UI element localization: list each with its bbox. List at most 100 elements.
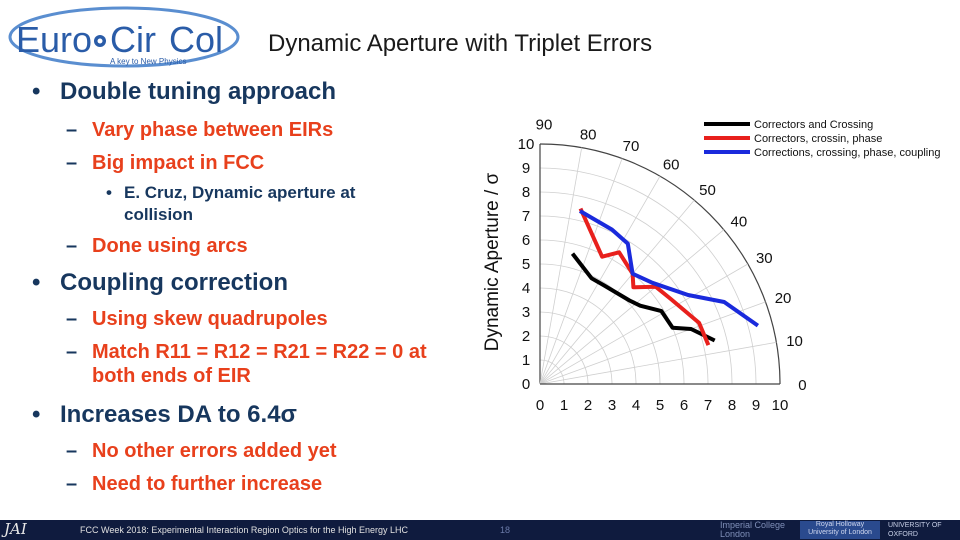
bullet-text: Done using arcs — [92, 235, 248, 257]
bullet-text: Double tuning approach — [60, 78, 336, 105]
angle-tick-label: 40 — [731, 213, 748, 230]
chart-canvas: 0011223344556677889910109080706050403020… — [482, 115, 948, 414]
grid-radial — [539, 263, 749, 385]
angle-tick-label: 20 — [775, 290, 792, 307]
royal-holloway-line2: University of London — [808, 529, 872, 536]
grid-arc — [539, 239, 685, 385]
imperial-line1: Imperial College — [720, 520, 786, 530]
grid-radial — [539, 158, 623, 385]
angle-tick-label: 30 — [756, 250, 773, 267]
x-tick-label: 6 — [680, 397, 688, 414]
logo-graphic: Euro Cir Col A key to New Physics — [8, 6, 240, 68]
angle-tick-label: 0 — [798, 377, 806, 394]
imperial-line2: London — [720, 529, 751, 539]
grid-radial — [539, 341, 777, 385]
royal-holloway-logo: Royal Holloway University of London — [800, 521, 880, 539]
bullet-level2: – No other errors added yet — [66, 440, 337, 462]
bullet-level2: – Need to further increase — [66, 473, 323, 495]
grid-radial — [539, 175, 661, 385]
angle-tick-label: 60 — [663, 157, 680, 174]
y-axis-label: Dynamic Aperture / σ — [482, 172, 503, 351]
bullet-text: E. Cruz, Dynamic aperture at collision — [124, 183, 356, 224]
x-tick-label: 7 — [704, 397, 712, 414]
y-tick-label: 9 — [522, 160, 530, 177]
y-tick-label: 7 — [522, 208, 530, 225]
x-tick-label: 8 — [728, 397, 736, 414]
bullet-level2: – Match R11 = R12 = R21 = R22 = 0 at both… — [66, 341, 427, 387]
y-tick-label: 6 — [522, 232, 530, 249]
footer-bar: JAI FCC Week 2018: Experimental Interact… — [0, 520, 960, 540]
y-tick-label: 4 — [522, 280, 530, 297]
bullet-level2: – Done using arcs — [66, 235, 248, 257]
angle-tick-label: 70 — [623, 138, 640, 155]
y-tick-label: 5 — [522, 256, 530, 273]
logo-brand-end: Col — [169, 19, 223, 60]
y-tick-label: 1 — [522, 352, 530, 369]
grid-arc — [539, 335, 589, 385]
logo-brand-left: Euro — [16, 19, 92, 60]
legend-label: Correctors and Crossing — [754, 119, 873, 131]
angle-tick-label: 90 — [536, 117, 553, 134]
jai-logo: JAI — [4, 520, 27, 538]
bullet-level3: • E. Cruz, Dynamic aperture at collision — [106, 183, 356, 224]
y-tick-label: 8 — [522, 184, 530, 201]
x-tick-label: 10 — [772, 397, 789, 414]
bullet-level1: • Double tuning approach — [32, 78, 336, 105]
grid-radial — [539, 229, 725, 385]
angle-tick-label: 80 — [580, 126, 597, 143]
bullet-level1: • Increases DA to 6.4σ — [32, 401, 297, 428]
x-tick-label: 3 — [608, 397, 616, 414]
footer-text: FCC Week 2018: Experimental Interaction … — [80, 525, 408, 535]
dynamic-aperture-polar-chart: 0 0 1 1 2 2 3 3 4 4 5 5 6 6 7 7 8 8 9 9 10 10 90 80 70 60 50 40 30 20… — [478, 110, 956, 420]
grid-arc — [539, 287, 637, 385]
legend-label: Correctors, crossin, phase — [754, 133, 882, 145]
grid-radial — [539, 147, 583, 385]
oxford-line1: UNIVERSITY OF — [888, 522, 942, 529]
imperial-college-logo: Imperial College London — [720, 521, 785, 539]
y-tick-label: 0 — [522, 376, 530, 393]
grid-arc — [539, 167, 757, 385]
angle-tick-label: 10 — [786, 333, 803, 350]
x-tick-label: 5 — [656, 397, 664, 414]
logo-brand-right: Cir — [110, 19, 156, 60]
x-tick-label: 9 — [752, 397, 760, 414]
eurocircol-logo: Euro Cir Col A key to New Physics — [6, 4, 244, 70]
bullet-text: Vary phase between EIRs — [92, 119, 334, 141]
x-tick-label: 4 — [632, 397, 640, 414]
series-line — [570, 252, 716, 343]
slide-title: Dynamic Aperture with Triplet Errors — [268, 30, 653, 57]
x-tick-label: 0 — [536, 397, 544, 414]
oxford-line2: OXFORD — [888, 531, 918, 538]
royal-holloway-line1: Royal Holloway — [815, 521, 865, 528]
bullet-level2: – Using skew quadrupoles — [66, 308, 328, 330]
grid-arc — [539, 215, 709, 385]
bullet-level2: – Big impact in FCC — [66, 152, 265, 174]
series-line — [578, 209, 760, 328]
series-line — [578, 207, 711, 346]
oxford-logo: UNIVERSITY OF OXFORD — [888, 521, 942, 539]
angle-tick-label: 50 — [699, 182, 716, 199]
y-tick-label: 10 — [518, 136, 535, 153]
bullet-level1: • Coupling correction — [32, 269, 288, 296]
x-tick-label: 2 — [584, 397, 592, 414]
bullet-level2: – Vary phase between EIRs — [66, 119, 334, 141]
grid-arc — [539, 311, 613, 385]
bullet-text: Match R11 = R12 = R21 = R22 = 0 at both … — [92, 341, 427, 387]
y-tick-label: 3 — [522, 304, 530, 321]
bullet-text: Big impact in FCC — [92, 152, 265, 174]
bullet-text: No other errors added yet — [92, 440, 337, 462]
grid-arc — [539, 143, 781, 385]
bullet-list: • Double tuning approach – Vary phase betw… — [30, 78, 480, 496]
bullet-text: Using skew quadrupoles — [92, 308, 328, 330]
grid-arc — [539, 359, 565, 385]
grid-arc — [539, 191, 733, 385]
bullet-text: Coupling correction — [60, 269, 288, 296]
bullet-text: Need to further increase — [92, 473, 323, 495]
page-number: 18 — [500, 525, 511, 535]
x-tick-label: 1 — [560, 397, 568, 414]
logo-tagline: A key to New Physics — [110, 57, 186, 66]
y-tick-label: 2 — [522, 328, 530, 345]
legend-label: Corrections, crossing, phase, coupling — [754, 147, 940, 159]
grid-radial — [539, 301, 766, 385]
bullet-text: Increases DA to 6.4σ — [60, 401, 297, 428]
